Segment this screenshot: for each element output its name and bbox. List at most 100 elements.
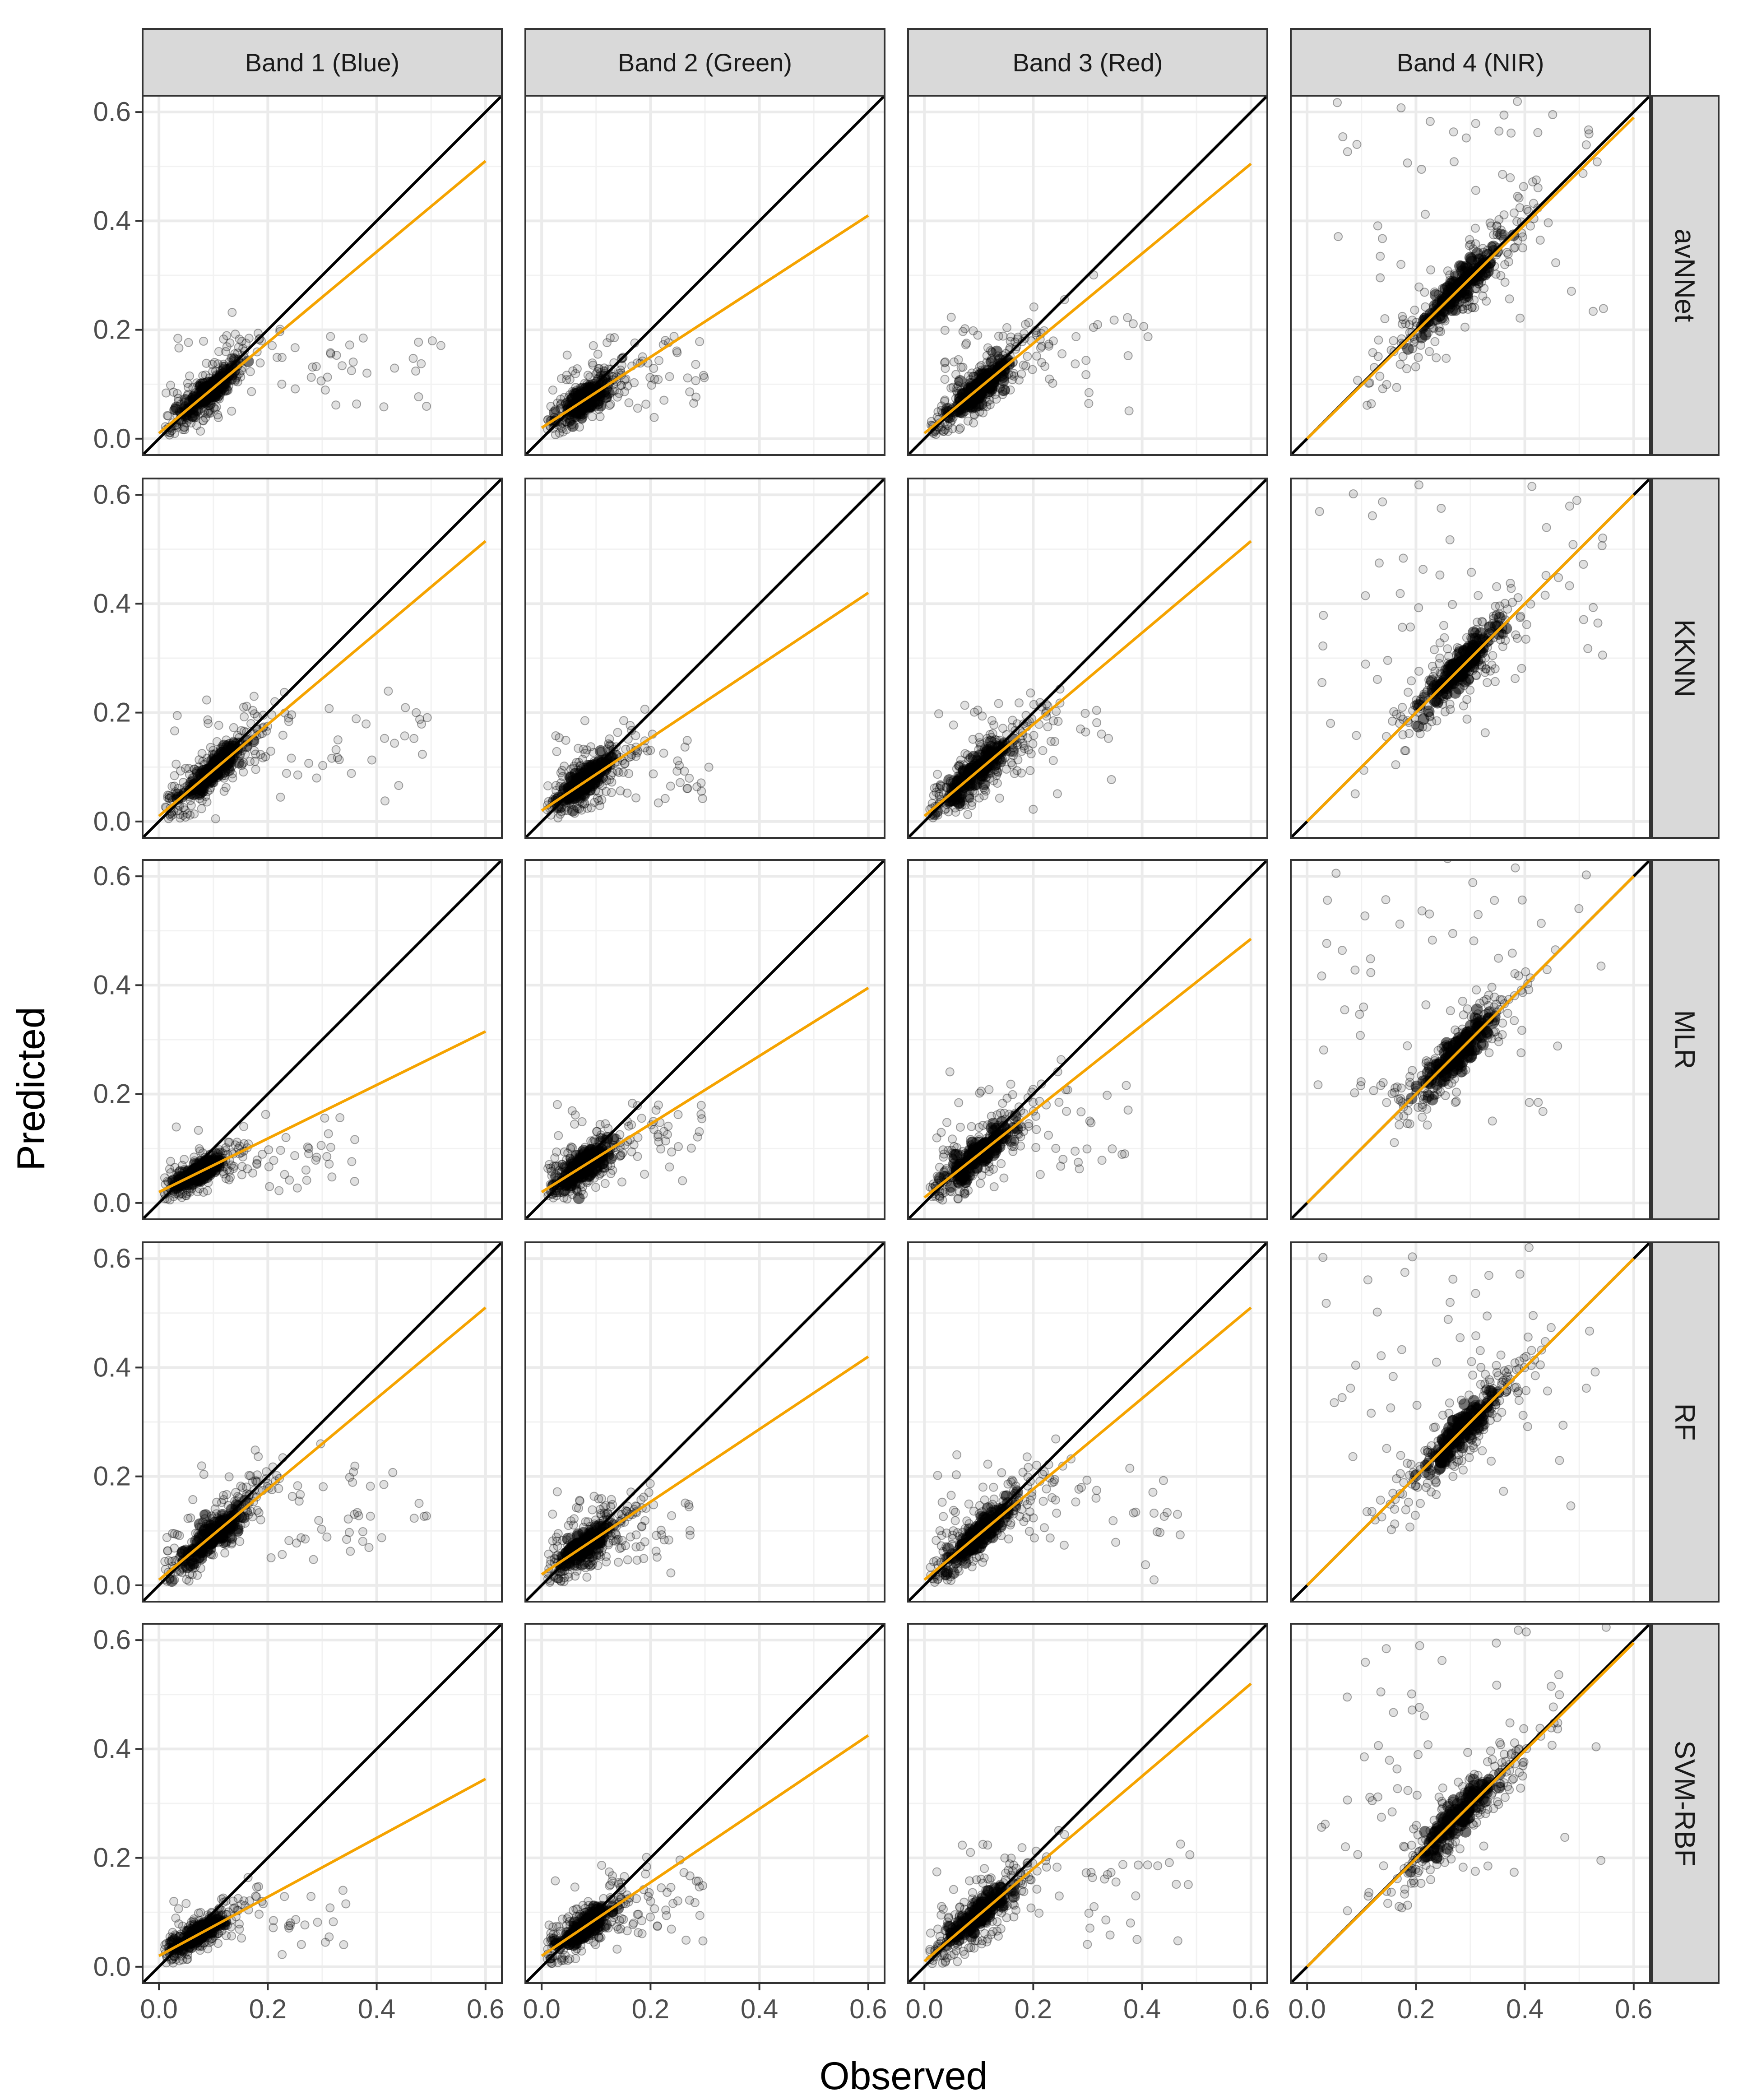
scatter-point bbox=[1490, 677, 1500, 686]
scatter-point bbox=[1492, 221, 1502, 231]
scatter-point bbox=[949, 357, 959, 367]
scatter-point bbox=[347, 769, 356, 778]
scatter-point bbox=[1024, 1122, 1033, 1131]
scatter-point bbox=[1527, 482, 1537, 491]
scatter-point bbox=[680, 742, 690, 752]
scatter-point bbox=[1019, 741, 1029, 751]
scatter-point bbox=[940, 325, 950, 335]
scatter-point bbox=[412, 708, 421, 717]
scatter-point bbox=[633, 1152, 642, 1161]
scatter-point bbox=[1326, 719, 1335, 728]
scatter-point bbox=[164, 814, 173, 823]
scatter-point bbox=[975, 738, 984, 748]
scatter-point bbox=[641, 400, 651, 409]
scatter-point bbox=[190, 809, 199, 819]
scatter-point bbox=[994, 699, 1003, 708]
scatter-point bbox=[240, 712, 249, 721]
scatter-point bbox=[166, 381, 175, 390]
scatter-point bbox=[1414, 480, 1423, 490]
scatter-point bbox=[1375, 372, 1385, 381]
scatter-point bbox=[174, 343, 184, 353]
scatter-point bbox=[1048, 756, 1058, 765]
scatter-point bbox=[1398, 715, 1408, 724]
scatter-point bbox=[954, 375, 966, 387]
scatter-point bbox=[350, 1177, 359, 1186]
scatter-point bbox=[646, 746, 655, 755]
scatter-point bbox=[276, 792, 285, 802]
scatter-point bbox=[1368, 511, 1377, 520]
scatter-point bbox=[199, 416, 208, 426]
scatter-point bbox=[572, 1170, 584, 1182]
scatter-point bbox=[1426, 265, 1436, 274]
scatter-point bbox=[1503, 250, 1513, 259]
scatter-point bbox=[1037, 341, 1047, 351]
scatter-point bbox=[175, 810, 184, 819]
scatter-point bbox=[1480, 728, 1490, 738]
scatter-point bbox=[665, 372, 674, 381]
panel-border bbox=[524, 478, 885, 839]
scatter-point bbox=[1589, 307, 1598, 316]
scatter-point bbox=[221, 783, 231, 792]
scatter-point bbox=[934, 709, 943, 719]
scatter-point bbox=[1071, 332, 1081, 341]
scatter-point bbox=[683, 373, 692, 383]
scatter-point bbox=[324, 1129, 333, 1138]
scatter-point bbox=[568, 366, 578, 376]
scatter-point bbox=[1446, 1006, 1455, 1015]
scatter-point bbox=[1507, 584, 1516, 593]
panel-mlr-band-1 bbox=[142, 859, 503, 1220]
regression-fit-line bbox=[541, 591, 869, 812]
scatter-point bbox=[1414, 699, 1426, 711]
scatter-point bbox=[1481, 664, 1491, 674]
scatter-point bbox=[1513, 593, 1523, 602]
scatter-point bbox=[1374, 558, 1384, 568]
scatter-point bbox=[1350, 789, 1360, 799]
scatter-point bbox=[654, 356, 663, 365]
scatter-point bbox=[1398, 730, 1408, 739]
scatter-point bbox=[1478, 291, 1488, 301]
scatter-point bbox=[170, 429, 180, 438]
scatter-point bbox=[1401, 746, 1410, 755]
scatter-point bbox=[380, 734, 389, 743]
scatter-point bbox=[225, 338, 235, 348]
scatter-point bbox=[1020, 744, 1029, 753]
scatter-point bbox=[1494, 953, 1503, 963]
scatter-point bbox=[1568, 540, 1578, 549]
scatter-point bbox=[617, 361, 626, 370]
scatter-point bbox=[989, 776, 998, 785]
scatter-point bbox=[225, 1138, 234, 1147]
scatter-point bbox=[1403, 1041, 1412, 1050]
scatter-point bbox=[592, 1127, 602, 1136]
panel-avnnet-band-4 bbox=[1290, 95, 1651, 456]
scatter-point bbox=[322, 1152, 332, 1161]
scatter-point bbox=[1395, 1120, 1404, 1129]
scatter-point bbox=[1025, 766, 1035, 775]
scatter-point bbox=[605, 734, 614, 743]
scatter-point bbox=[1458, 645, 1470, 657]
scatter-point bbox=[170, 771, 179, 781]
scatter-point bbox=[1032, 1125, 1041, 1134]
scatter-point bbox=[1368, 348, 1377, 358]
scatter-point bbox=[236, 726, 246, 735]
one-to-one-line bbox=[143, 96, 502, 455]
scatter-point bbox=[1473, 618, 1482, 627]
panel-border bbox=[907, 859, 1268, 1220]
scatter-point bbox=[1431, 697, 1443, 709]
scatter-point bbox=[614, 768, 624, 777]
scatter-point bbox=[1013, 335, 1022, 344]
panel-border bbox=[142, 478, 503, 839]
scatter-point bbox=[558, 427, 568, 437]
scatter-point bbox=[586, 803, 596, 813]
scatter-point bbox=[1493, 1032, 1503, 1042]
scatter-point bbox=[224, 1175, 234, 1185]
scatter-point bbox=[199, 416, 208, 425]
scatter-point bbox=[411, 367, 421, 376]
regression-fit-line bbox=[923, 163, 1252, 435]
scatter-point bbox=[659, 1127, 669, 1136]
scatter-point bbox=[229, 723, 238, 732]
scatter-point bbox=[1598, 533, 1608, 543]
scatter-point bbox=[1496, 995, 1505, 1004]
scatter-point bbox=[1428, 661, 1437, 671]
scatter-point bbox=[661, 1136, 670, 1146]
scatter-point bbox=[1315, 507, 1324, 516]
